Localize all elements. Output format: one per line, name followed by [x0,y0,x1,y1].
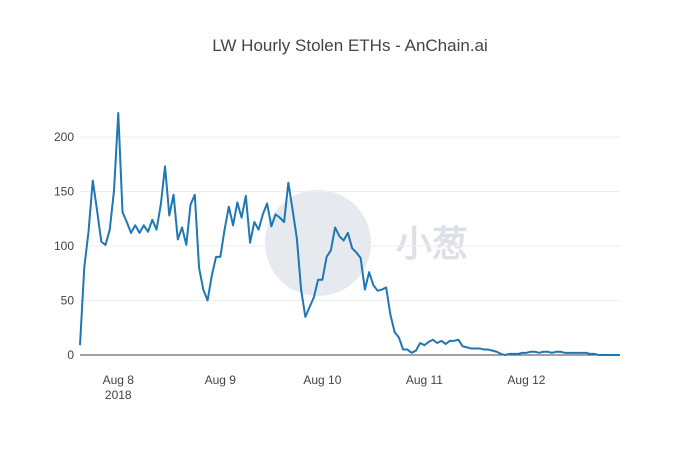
x-tick-label: Aug 11 [406,373,443,387]
line-series [79,111,620,356]
x-tick-label: Aug 9 [205,373,237,387]
y-tick-label: 0 [67,348,74,362]
watermark: 小葱 [265,190,468,296]
watermark-logo [265,190,371,296]
watermark-text: 小葱 [396,223,468,264]
x-tick-label: Aug 8 2018 [103,373,135,402]
y-tick-label: 50 [61,293,75,307]
y-tick-label: 150 [54,184,74,198]
y-tick-label: 200 [54,130,74,144]
chart-title: LW Hourly Stolen ETHs - AnChain.ai [212,36,488,55]
x-tick-label: Aug 10 [303,373,341,387]
y-tick-label: 100 [54,239,74,253]
x-tick-label: Aug 12 [507,373,545,387]
